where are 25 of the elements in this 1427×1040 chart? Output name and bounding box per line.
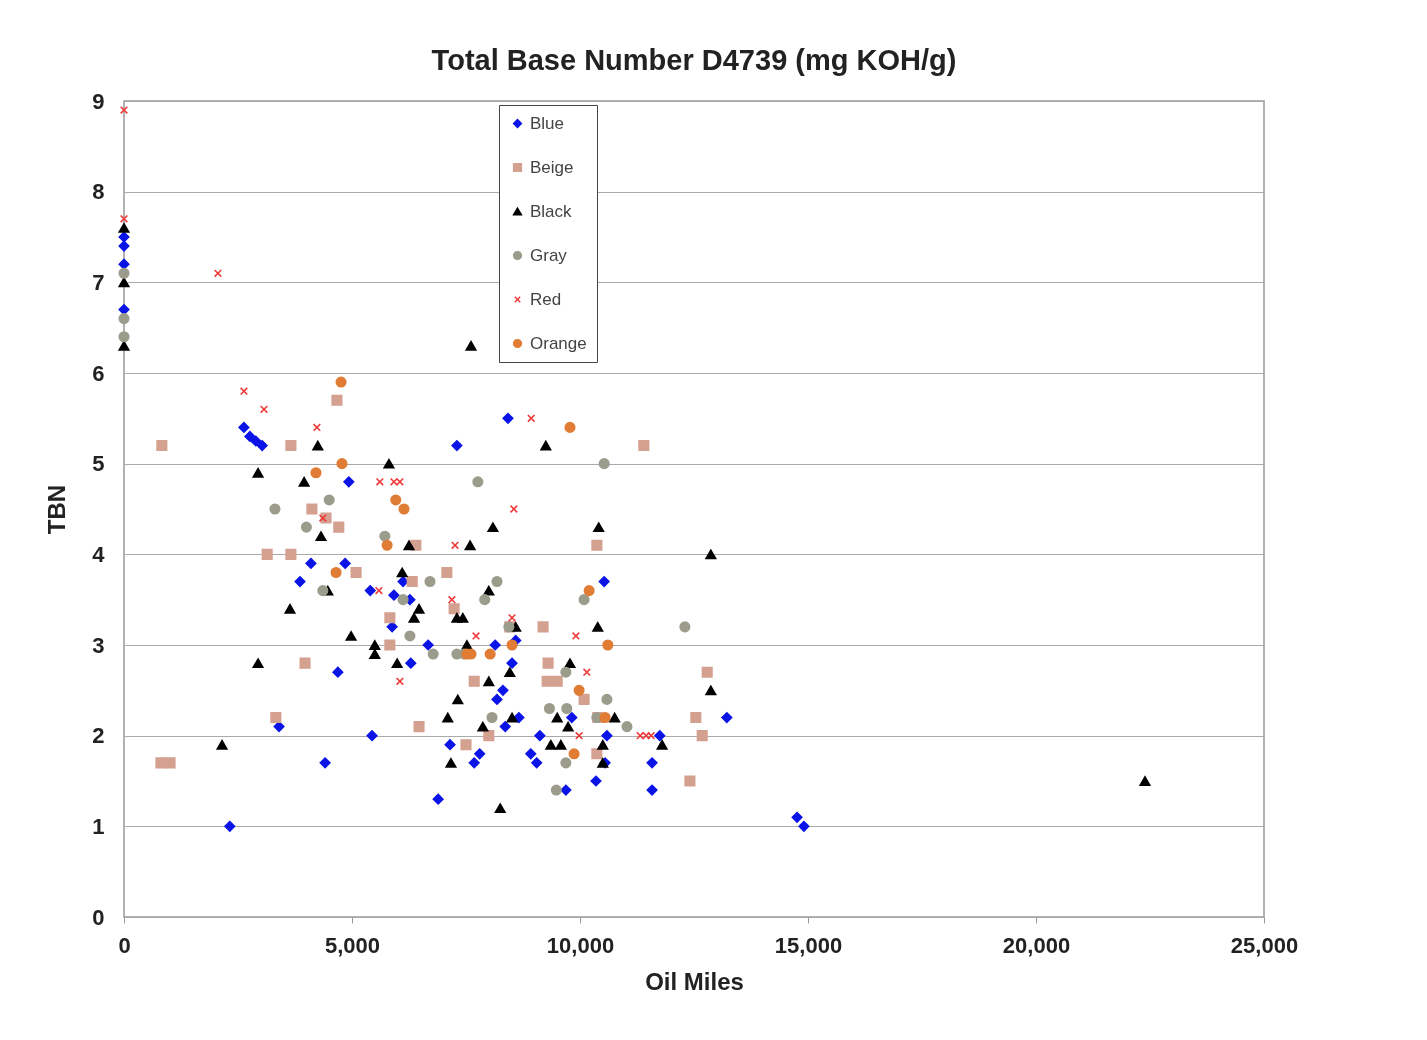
legend-label: Beige xyxy=(530,157,574,177)
chart-title: Total Base Number D4739 (mg KOH/g) xyxy=(431,44,957,76)
legend-label: Black xyxy=(530,201,573,221)
legend-label: Orange xyxy=(530,333,587,353)
y-tick-label: 5 xyxy=(92,451,105,477)
x-tick-label: 0 xyxy=(118,932,131,958)
legend-label: Red xyxy=(530,289,562,309)
y-tick-label: 3 xyxy=(92,632,105,658)
legend-label: Blue xyxy=(530,113,565,133)
y-tick-label: 2 xyxy=(92,723,105,749)
y-tick-label: 0 xyxy=(92,904,105,930)
y-tick-label: 7 xyxy=(92,269,105,295)
x-axis-title: Oil Miles xyxy=(645,967,744,995)
y-tick-label: 4 xyxy=(92,541,106,567)
x-tick-label: 15,000 xyxy=(774,932,843,958)
y-tick-label: 1 xyxy=(92,813,105,839)
x-tick-label: 5,000 xyxy=(324,932,381,958)
legend-label: Gray xyxy=(530,245,568,265)
x-tick-label: 10,000 xyxy=(546,932,615,958)
y-tick-label: 9 xyxy=(92,88,105,114)
y-tick-label: 6 xyxy=(92,360,105,386)
x-tick-label: 20,000 xyxy=(1002,932,1071,958)
y-tick-label: 8 xyxy=(92,179,105,205)
y-axis-title: TBN xyxy=(43,484,71,535)
x-tick-label: 25,000 xyxy=(1230,932,1299,958)
